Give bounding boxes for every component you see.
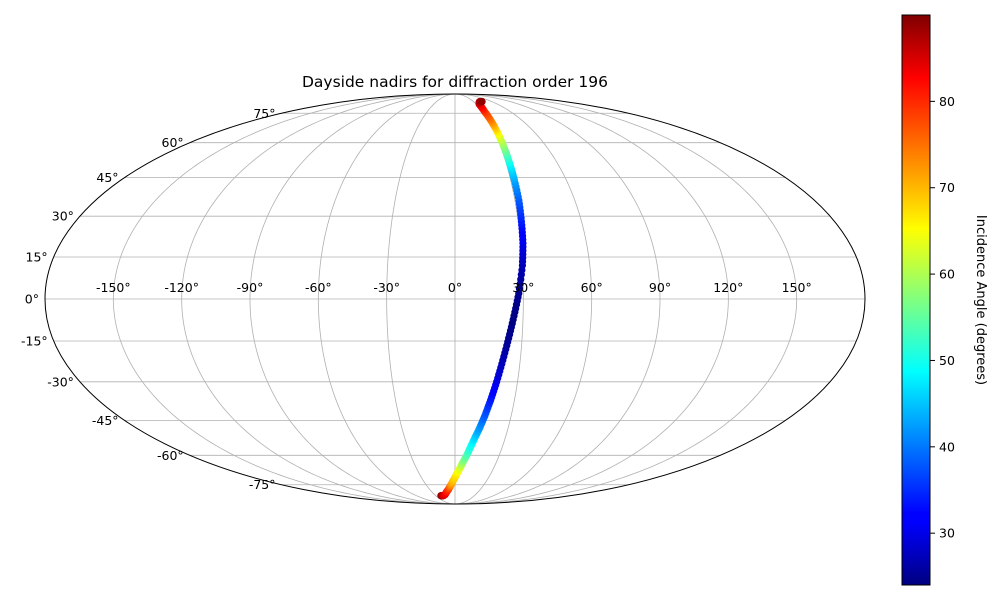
latitude-tick-label: 60° [162, 135, 184, 150]
latitude-tick-label: 30° [52, 209, 74, 224]
colorbar-tick-label: 40 [939, 439, 955, 454]
colorbar: 30 40 50 60 70 80 Incidence Angle (degrees) [901, 14, 988, 586]
latitude-tick-label: 75° [253, 106, 275, 121]
longitude-tick-label: 60° [581, 280, 603, 295]
colorbar-tick-label: 30 [939, 526, 955, 541]
latitude-tick-label: -45° [92, 413, 119, 428]
longitude-tick-label: 0° [448, 280, 462, 295]
latitude-tick-label: 15° [26, 250, 48, 265]
latitude-tick-label: -30° [47, 374, 74, 389]
colorbar-tick-label: 50 [939, 353, 955, 368]
colorbar-gradient [901, 14, 931, 586]
longitude-tick-label: -150° [96, 280, 131, 295]
longitude-tick-label: -60° [305, 280, 332, 295]
longitude-tick-label: 90° [649, 280, 671, 295]
latitude-tick-label: -15° [21, 333, 48, 348]
longitude-tick-label: -30° [373, 280, 400, 295]
longitude-tick-label: 150° [782, 280, 812, 295]
data-point [478, 98, 486, 106]
longitude-tick-label: -90° [237, 280, 264, 295]
latitude-tick-labels: 75° 60° 45° 30° 15° 0° -15° -30° -45° -60° -75° [21, 106, 275, 492]
chart-title: Dayside nadirs for diffraction order 196 [302, 73, 608, 91]
longitude-tick-label: 30° [512, 280, 534, 295]
data-points [437, 98, 527, 500]
colorbar-tick-label: 80 [939, 94, 955, 109]
colorbar-tick-label: 70 [939, 180, 955, 195]
latitude-tick-label: 45° [96, 170, 118, 185]
latitude-tick-label: 0° [25, 292, 39, 307]
colorbar-label: Incidence Angle (degrees) [973, 215, 988, 385]
latitude-tick-label: -75° [249, 477, 276, 492]
colorbar-ticks: 30 40 50 60 70 80 [930, 94, 955, 541]
longitude-tick-labels: -150° -120° -90° -60° -30° 0° 30° 60° 90° 120° 150… [96, 280, 812, 295]
longitude-tick-label: -120° [164, 280, 199, 295]
longitude-tick-label: 120° [713, 280, 743, 295]
colorbar-tick-label: 60 [939, 267, 955, 282]
graticule [45, 93, 865, 505]
latitude-tick-label: -60° [157, 448, 184, 463]
map-boundary [44, 93, 866, 505]
